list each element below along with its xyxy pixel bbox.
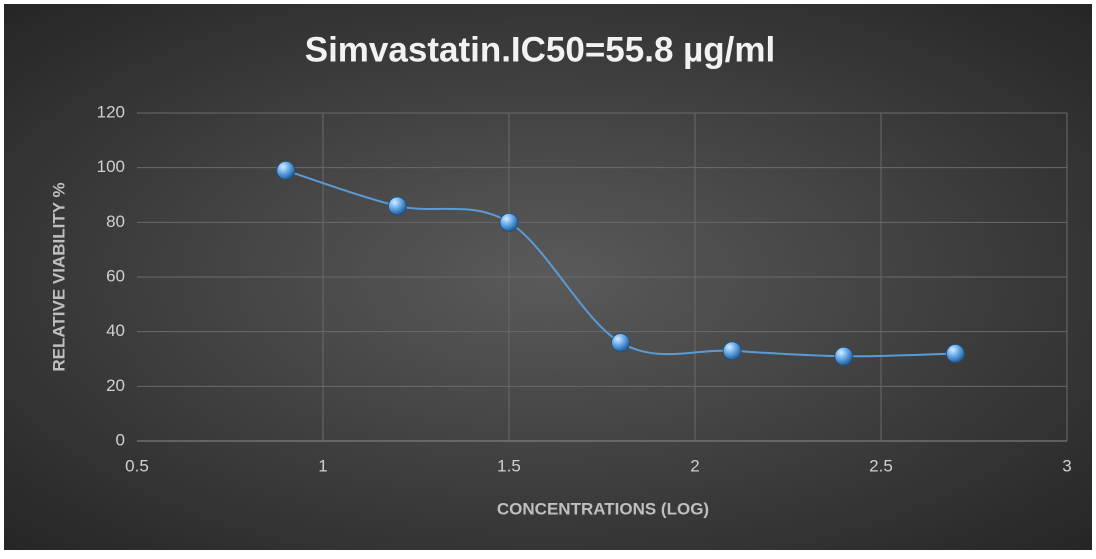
x-tick-label: 1.5 (497, 456, 521, 475)
x-tick-label: 2.5 (869, 456, 893, 475)
data-point (946, 344, 965, 363)
y-tick-label: 100 (97, 157, 125, 176)
y-tick-label: 40 (106, 321, 125, 340)
y-tick-label: 120 (97, 102, 125, 121)
data-point (276, 160, 296, 180)
data-point (499, 212, 519, 232)
data-point (387, 196, 407, 216)
y-tick-label: 0 (116, 430, 125, 449)
data-point (611, 333, 630, 353)
y-tick-label: 60 (106, 266, 125, 285)
x-tick-label: 3 (1062, 456, 1071, 475)
y-tick-label: 80 (106, 212, 125, 231)
x-tick-label: 1 (318, 456, 327, 475)
y-axis-title: RELATIVE VIABILITY % (49, 182, 68, 371)
chart-title: Simvastatin.IC50=55.8 µg/ml (305, 30, 776, 69)
y-tick-label: 20 (106, 376, 125, 395)
data-point (834, 346, 854, 366)
x-tick-label: 0.5 (125, 456, 149, 475)
x-tick-label: 2 (690, 456, 699, 475)
data-point (722, 341, 742, 361)
x-axis-title: CONCENTRATIONS (LOG) (497, 499, 709, 518)
